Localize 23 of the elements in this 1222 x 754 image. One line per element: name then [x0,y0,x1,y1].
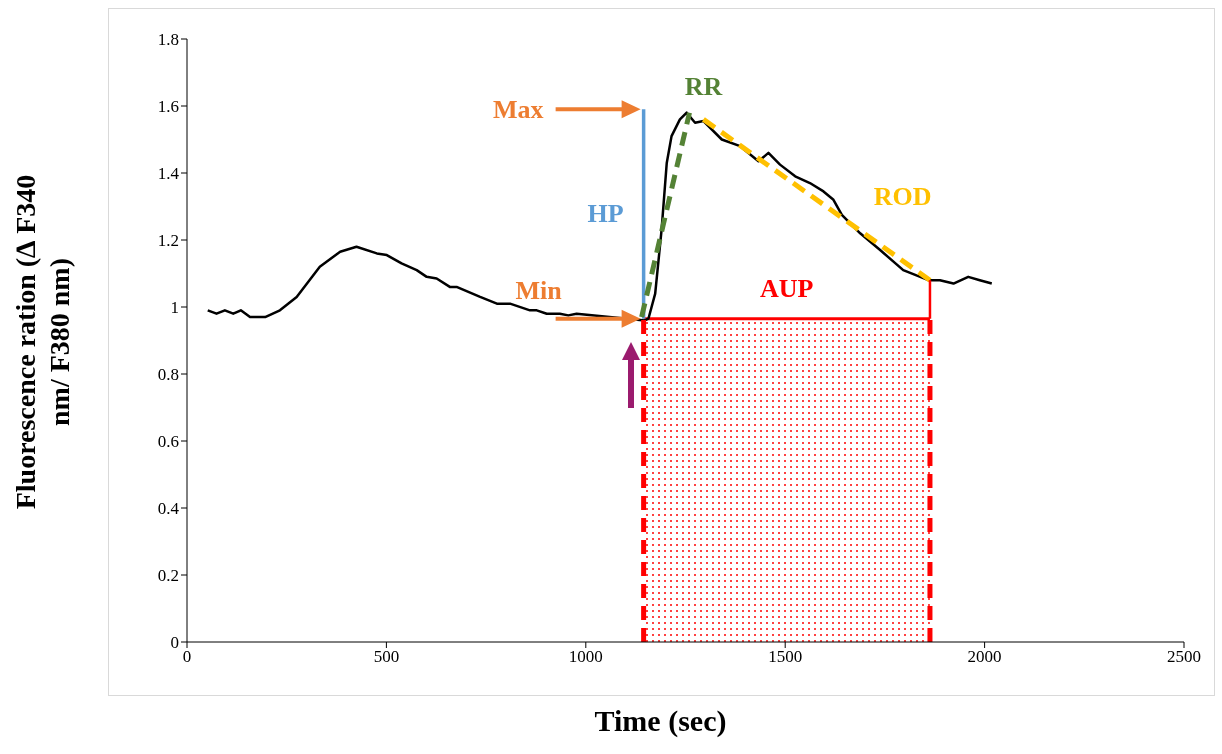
x-tick-label: 500 [373,647,400,667]
series-label: RR [684,71,723,101]
y-tick-label: 0.8 [157,365,179,385]
y-tick-label: 1.6 [157,97,179,117]
y-tick-label: 1.2 [157,231,179,251]
y-tick-label: 0 [170,633,179,653]
y-tick-label: 1 [170,298,179,318]
x-tick-label: 1500 [768,647,803,667]
y-tick-label: 0.2 [157,566,179,586]
x-tick-label: 2500 [1167,647,1201,667]
x-axis-title: Time (sec) [593,704,728,738]
x-tick-label: 2000 [967,647,1002,667]
y-tick-label: 0.4 [157,499,180,519]
y-tick-label: 0.6 [157,432,179,452]
x-tick-label: 1000 [568,647,603,667]
y-tick-label: 1.8 [157,30,179,50]
y-axis-title: Fluorescence ration (∆ F340 nm/ F380 nm) [9,173,76,512]
annotation: Max [493,95,544,125]
series-label: HP [587,199,624,229]
y-tick-label: 1.4 [157,164,180,184]
series-label: AUP [760,273,814,303]
series-label: ROD [873,182,932,212]
annotation: Min [515,275,563,305]
